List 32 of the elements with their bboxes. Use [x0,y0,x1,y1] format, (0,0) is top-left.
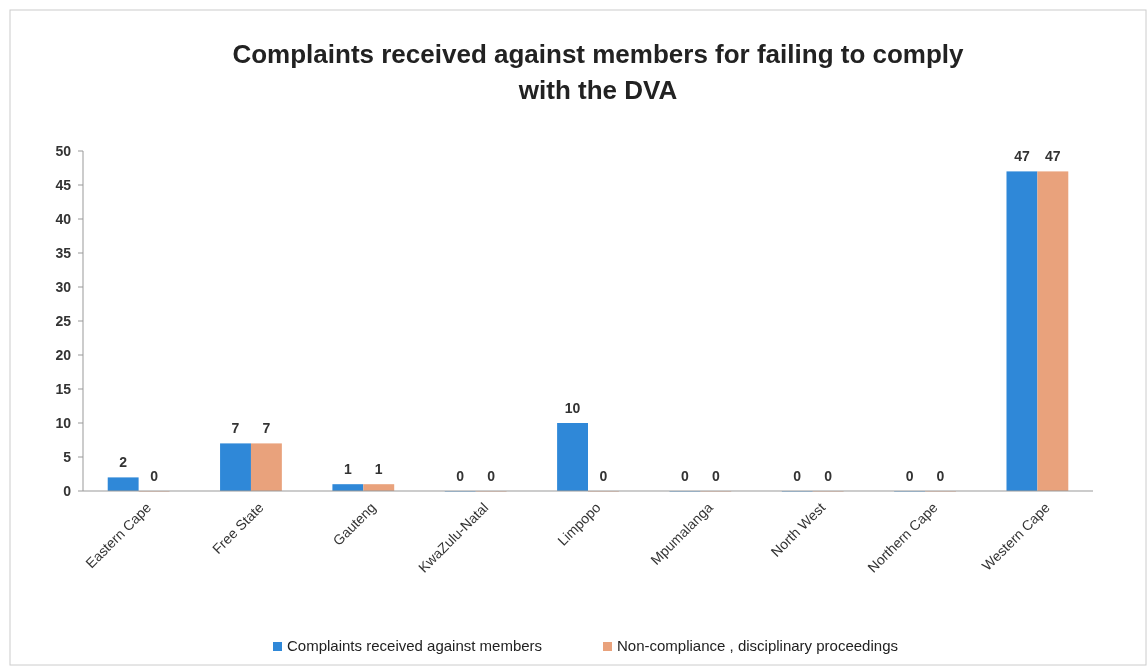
y-tick-label: 25 [55,312,72,329]
data-label: 7 [231,420,240,437]
data-label: 0 [150,468,159,484]
data-label: 0 [793,468,802,484]
data-label: 0 [936,468,945,484]
y-tick-label: 10 [55,414,72,431]
y-tick-label: 0 [63,482,72,499]
data-label: 0 [711,468,720,484]
data-label: 1 [374,461,383,478]
data-label: 0 [905,468,914,484]
y-tick-label: 35 [55,244,72,261]
chart-title: Complaints received against members for failing to comply with the DVA [232,39,965,105]
data-label: 0 [681,468,689,484]
y-tick-label: 20 [55,346,72,363]
data-label: 0 [599,468,608,484]
y-tick-label: 45 [55,176,72,193]
data-label: 47 [1014,148,1030,165]
data-label: 2 [119,454,128,471]
y-tick-label: 50 [55,142,72,159]
y-tick-label: 30 [55,278,72,295]
data-label: 0 [487,468,496,484]
data-label: 10 [564,400,581,416]
data-label: 47 [1045,148,1061,165]
data-label: 7 [262,420,271,437]
legend-label: Non-compliance , disciplinary proceedings [617,637,898,654]
data-label: 0 [824,468,833,484]
data-label: 0 [456,468,465,484]
legend-label: Complaints received against members [287,637,543,654]
data-label: 1 [343,461,352,478]
y-tick-label: 5 [63,448,72,465]
y-tick-label: 40 [55,210,72,227]
y-tick-label: 15 [55,380,72,397]
